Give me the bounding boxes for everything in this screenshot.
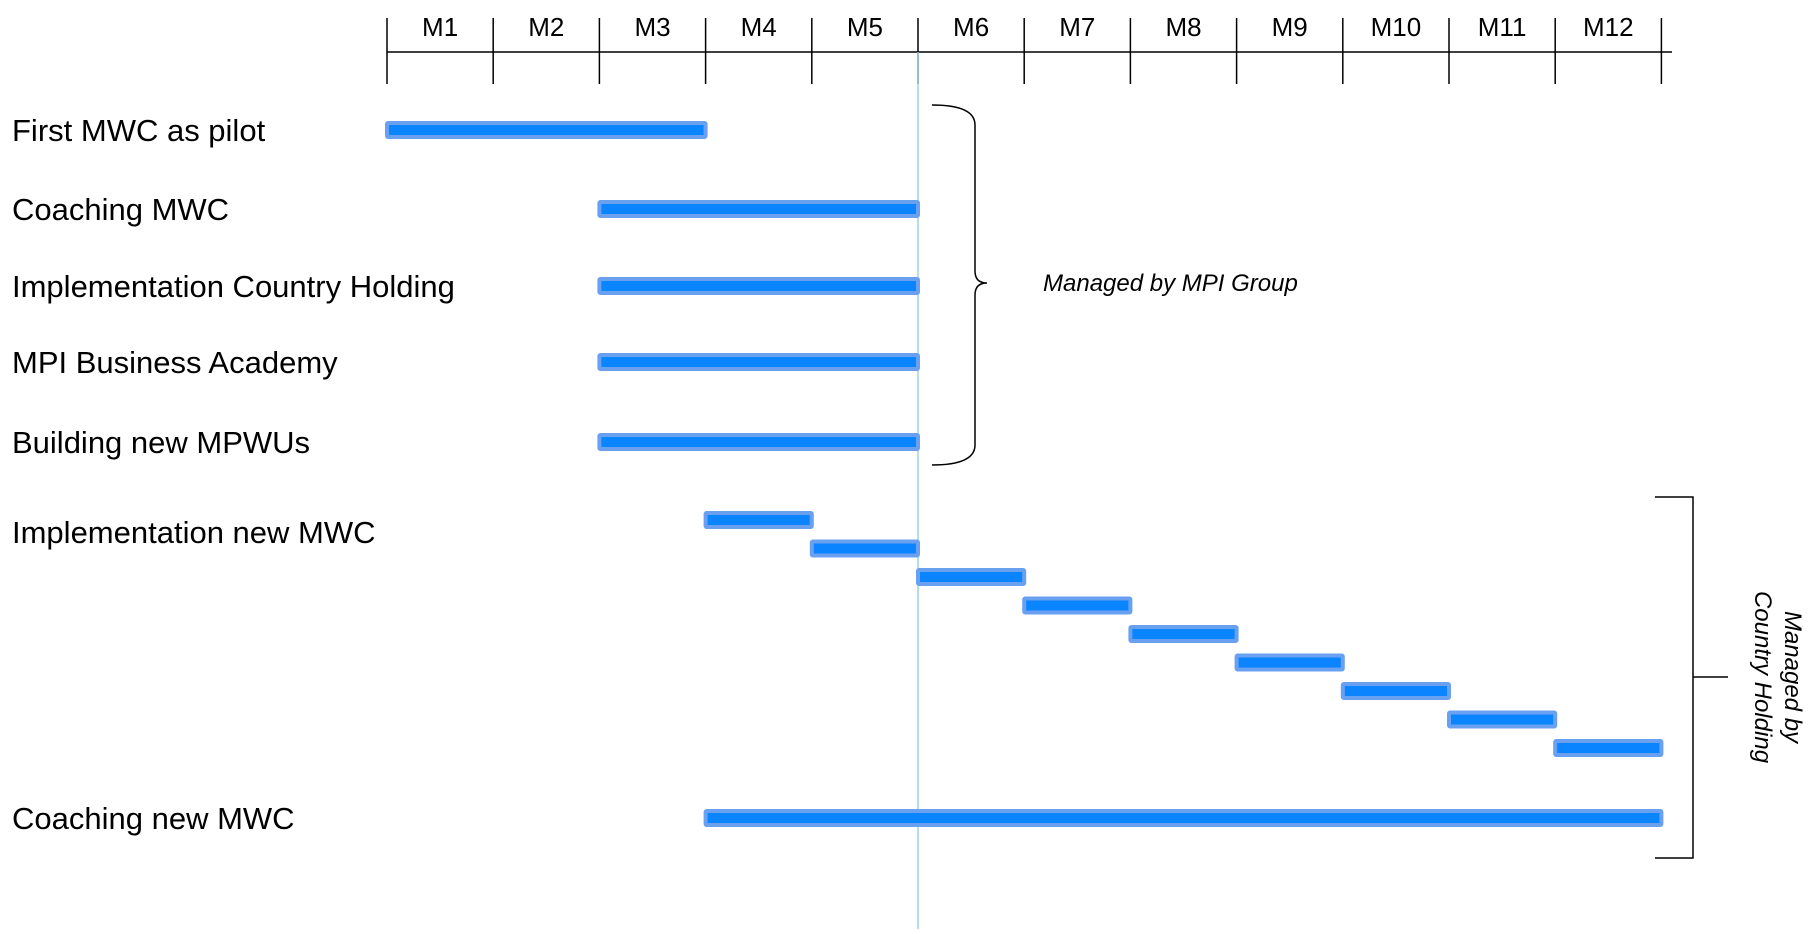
task-label-7: Coaching new MWC <box>12 801 295 836</box>
group-annotations: Managed by MPI Group Managed byCountry Ho… <box>931 104 1806 859</box>
month-label-m10: M10 <box>1371 12 1422 42</box>
task-labels: First MWC as pilot Coaching MWC Implementa… <box>12 113 455 836</box>
group-label-2: Managed byCountry Holding <box>1749 591 1806 764</box>
month-label-m8: M8 <box>1165 12 1201 42</box>
task-bar-6-segment-2 <box>809 539 920 558</box>
task-bar-6-segment-8 <box>1447 710 1558 729</box>
task-bar-2 <box>597 200 921 218</box>
task-label-5: Building new MPWUs <box>12 425 310 460</box>
task-bar-6-segment-5 <box>1128 625 1239 643</box>
month-label-m5: M5 <box>847 12 883 42</box>
task-bar-6-segment-4 <box>1022 596 1133 615</box>
task-bar-1 <box>385 121 708 139</box>
task-bar-6-segment-3 <box>916 568 1027 586</box>
group-label-2-line-1: Managed by <box>1779 611 1806 745</box>
month-axis: M1 M2 M3 M4 M5 M6 M7 M8 M9 M10 M11 M12 <box>386 12 1672 84</box>
task-label-4: MPI Business Academy <box>12 345 338 380</box>
task-label-1: First MWC as pilot <box>12 113 266 148</box>
month-label-m7: M7 <box>1059 12 1095 42</box>
month-label-m12: M12 <box>1583 12 1634 42</box>
task-label-6: Implementation new MWC <box>12 515 376 550</box>
group-label-1: Managed by MPI Group <box>1043 270 1298 297</box>
month-label-m11: M11 <box>1478 12 1527 42</box>
group-bracket-2 <box>1655 496 1694 859</box>
group-brace-1 <box>931 104 988 466</box>
task-bar-6-segment-1 <box>703 511 814 529</box>
task-bar-6-segment-6 <box>1234 653 1345 672</box>
month-label-m6: M6 <box>953 12 989 42</box>
month-label-m3: M3 <box>634 12 670 42</box>
month-label-m9: M9 <box>1272 12 1308 42</box>
task-bar-4 <box>597 353 921 371</box>
month-label-m4: M4 <box>741 12 777 42</box>
task-label-2: Coaching MWC <box>12 192 229 227</box>
task-label-3: Implementation Country Holding <box>12 269 455 304</box>
task-bars <box>385 121 1664 827</box>
task-bar-6-segment-9 <box>1553 739 1664 757</box>
month-label-m2: M2 <box>528 12 564 42</box>
group-label-2-line-2: Country Holding <box>1749 591 1776 764</box>
month-label-m1: M1 <box>422 12 458 42</box>
task-bar-5 <box>597 433 921 451</box>
task-bar-3 <box>597 277 921 295</box>
task-bar-6-segment-7 <box>1340 682 1452 700</box>
task-bar-7 <box>703 809 1664 827</box>
